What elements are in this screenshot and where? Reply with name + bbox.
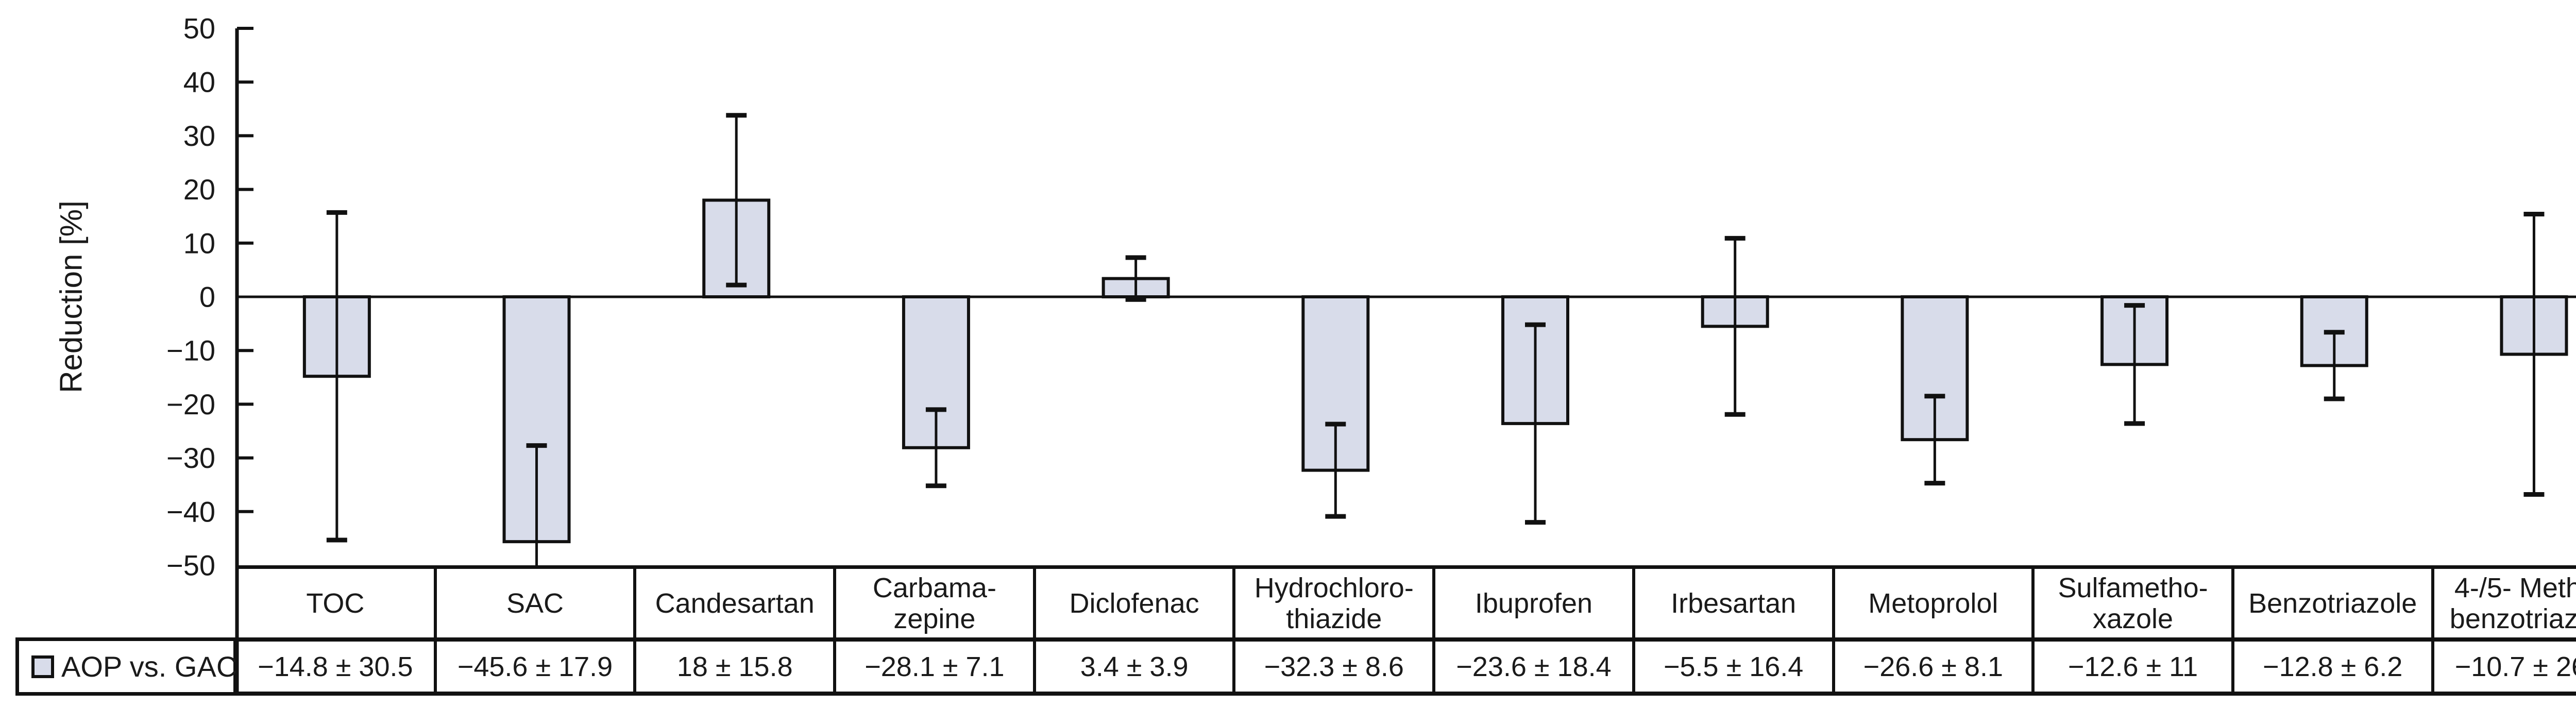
category-cell: Metoprolol xyxy=(1835,569,2035,637)
y-tick-label: 10 xyxy=(183,227,215,259)
y-axis-title: Reduction [%] xyxy=(54,200,89,393)
y-tick-label: −10 xyxy=(166,334,215,367)
value-cell: −28.1 ± 7.1 xyxy=(836,642,1036,692)
category-cell: Carbama- zepine xyxy=(836,569,1036,637)
value-cell: −32.3 ± 8.6 xyxy=(1235,642,1436,692)
y-tick-label: −20 xyxy=(166,388,215,420)
y-tick-label: −40 xyxy=(166,495,215,528)
y-tick-label: 20 xyxy=(183,173,215,206)
value-cell: −23.6 ± 18.4 xyxy=(1435,642,1635,692)
y-tick-label: 30 xyxy=(183,120,215,152)
category-cell: Sulfametho- xazole xyxy=(2035,569,2234,637)
value-cell: −12.8 ± 6.2 xyxy=(2234,642,2434,692)
category-cell: SAC xyxy=(437,569,637,637)
value-cell: −45.6 ± 17.9 xyxy=(437,642,637,692)
value-row: −14.8 ± 30.5 −45.6 ± 17.9 18 ± 15.8 −28.1 ±… xyxy=(237,637,2576,696)
category-header-row: TOC SAC Candesartan Carbama- zepine Diclofen… xyxy=(237,565,2576,637)
value-cell: −12.6 ± 11 xyxy=(2035,642,2234,692)
value-cell: −5.5 ± 16.4 xyxy=(1635,642,1835,692)
y-tick-label: 40 xyxy=(183,66,215,98)
legend: AOP vs. GAC xyxy=(15,637,237,696)
legend-swatch-icon xyxy=(31,655,54,678)
value-cell: −14.8 ± 30.5 xyxy=(237,642,437,692)
value-cell: −10.7 ± 26.1 xyxy=(2434,642,2576,692)
legend-series-label: AOP vs. GAC xyxy=(61,650,238,683)
value-cell: 18 ± 15.8 xyxy=(636,642,837,692)
category-cell: Hydrochloro- thiazide xyxy=(1235,569,1436,637)
value-cell: 3.4 ± 3.9 xyxy=(1036,642,1236,692)
category-cell: Benzotriazole xyxy=(2234,569,2434,637)
y-tick-label: 0 xyxy=(199,281,215,313)
category-cell: Candesartan xyxy=(636,569,837,637)
y-tick-label: 50 xyxy=(183,12,215,45)
category-cell: Ibuprofen xyxy=(1435,569,1635,637)
value-cell: −26.6 ± 8.1 xyxy=(1835,642,2035,692)
y-tick-label: −50 xyxy=(166,549,215,582)
category-cell: 4-/5- Methyl- benzotriazole xyxy=(2434,569,2576,637)
category-cell: TOC xyxy=(237,569,437,637)
category-cell: Diclofenac xyxy=(1036,569,1236,637)
y-tick-label: −30 xyxy=(166,442,215,474)
category-cell: Irbesartan xyxy=(1635,569,1835,637)
bar xyxy=(1301,295,1370,472)
